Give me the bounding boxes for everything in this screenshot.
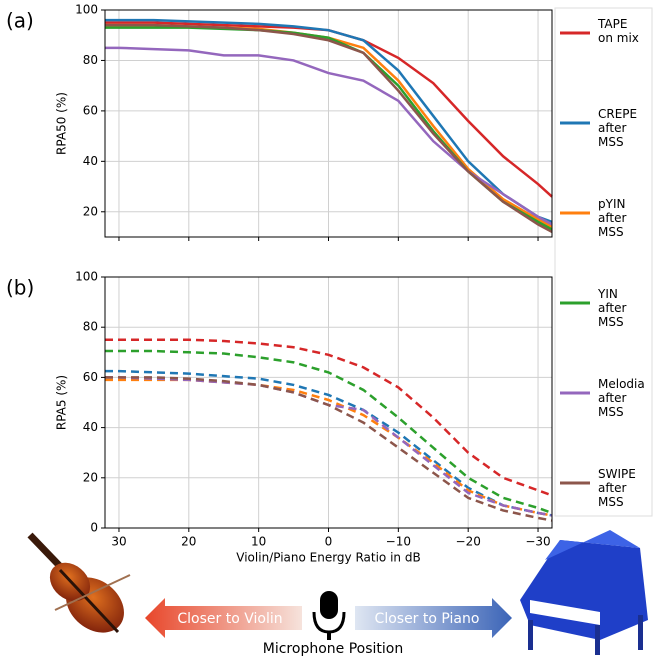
y-axis-label: RPA5 (%) [55, 375, 69, 430]
x-tick-label: −30 [525, 535, 550, 549]
y-tick-label: 80 [83, 53, 98, 67]
y-tick-label: 100 [75, 3, 98, 17]
y-tick-label: 80 [83, 320, 98, 334]
panel-label: (b) [6, 276, 34, 300]
y-tick-label: 20 [83, 204, 98, 218]
x-axis-label: Violin/Piano Energy Ratio in dB [236, 551, 420, 565]
x-tick-label: 20 [181, 535, 196, 549]
microphone-label: Microphone Position [263, 641, 403, 657]
y-tick-label: 20 [83, 470, 98, 484]
y-tick-label: 40 [83, 420, 98, 434]
panel-label: (a) [6, 9, 34, 33]
y-tick-label: 60 [83, 103, 98, 117]
piano-icon [520, 530, 648, 655]
left-arrow-label: Closer to Violin [177, 611, 282, 627]
x-tick-label: 30 [111, 535, 126, 549]
y-tick-label: 60 [83, 370, 98, 384]
x-tick-label: 10 [251, 535, 266, 549]
y-tick-label: 100 [75, 270, 98, 284]
x-tick-label: 0 [325, 535, 333, 549]
figure: 20406080100RPA50 (%)(a)3020100−10−20−300… [0, 0, 653, 659]
violin-icon [30, 535, 135, 644]
y-tick-label: 40 [83, 154, 98, 168]
right-arrow-label: Closer to Piano [375, 611, 480, 627]
y-tick-label: 0 [90, 521, 98, 535]
x-tick-label: −10 [386, 535, 411, 549]
y-axis-label: RPA50 (%) [55, 92, 69, 155]
microphone-icon [314, 591, 344, 640]
x-tick-label: −20 [456, 535, 481, 549]
legend-box [555, 8, 652, 516]
